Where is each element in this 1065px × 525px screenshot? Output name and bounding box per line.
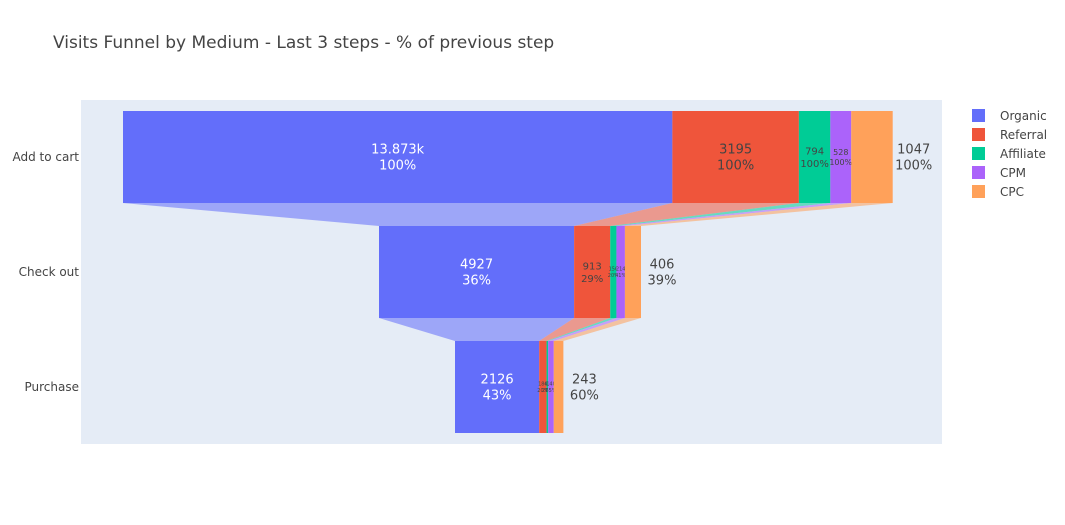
legend-label: Affiliate — [1000, 146, 1046, 161]
legend-item-cpc[interactable]: CPC — [972, 182, 1047, 201]
bar-organic-check-out[interactable] — [379, 226, 575, 318]
bar-affiliate-check-out[interactable] — [610, 226, 617, 318]
legend-label: CPM — [1000, 165, 1026, 180]
label-referral-percent-2: 20% — [537, 388, 548, 394]
label-organic-percent-1: 36% — [462, 274, 491, 289]
y-axis-label-add-to-cart: Add to cart — [13, 150, 80, 164]
legend-label: Organic — [1000, 108, 1047, 123]
legend-item-organic[interactable]: Organic — [972, 106, 1047, 125]
connector-referral-0 — [574, 203, 799, 226]
connector-organic-1 — [379, 318, 575, 341]
bar-referral-purchase[interactable] — [539, 341, 547, 433]
bar-referral-add-to-cart[interactable] — [672, 111, 799, 203]
legend-item-cpm[interactable]: CPM — [972, 163, 1047, 182]
label-organic-percent-2: 43% — [483, 389, 512, 404]
label-cpm-percent-2: 65% — [545, 388, 556, 394]
bar-organic-purchase[interactable] — [455, 341, 540, 433]
legend-label: Referral — [1000, 127, 1048, 142]
connector-affiliate-1 — [546, 318, 617, 341]
label-referral-percent-0: 100% — [717, 159, 754, 174]
label-affiliate-percent-0: 100% — [800, 159, 829, 170]
label-referral-percent-1: 29% — [581, 274, 603, 285]
label-affiliate-percent-1: 20% — [608, 273, 619, 279]
bar-cpc-purchase[interactable] — [553, 341, 564, 433]
label-referral-value-2: 186 — [538, 382, 548, 388]
legend-swatch — [972, 109, 985, 122]
bar-cpm-add-to-cart[interactable] — [830, 111, 852, 203]
bar-cpm-purchase[interactable] — [548, 341, 554, 433]
label-referral-value-1: 913 — [583, 261, 602, 272]
label-cpm-value-0: 528 — [833, 148, 848, 157]
connector-organic-0 — [123, 203, 673, 226]
legend[interactable]: Organic Referral Affiliate CPM CPC — [972, 106, 1047, 201]
connector-cpc-0 — [624, 203, 893, 226]
legend-item-referral[interactable]: Referral — [972, 125, 1047, 144]
label-cpm-value-2: 140 — [546, 382, 556, 388]
label-affiliate-value-2: 42 — [544, 382, 550, 388]
label-cpc-percent-1: 39% — [648, 274, 677, 289]
bar-referral-check-out[interactable] — [574, 226, 611, 318]
label-organic-value-0: 13.873k — [371, 142, 424, 157]
legend-swatch — [972, 185, 985, 198]
chart-title: Visits Funnel by Medium - Last 3 steps -… — [53, 33, 555, 53]
connector-referral-1 — [539, 318, 611, 341]
bar-cpc-check-out[interactable] — [624, 226, 641, 318]
label-cpc-value-1: 406 — [650, 257, 675, 272]
label-affiliate-percent-2: 27% — [542, 388, 553, 394]
bar-affiliate-add-to-cart[interactable] — [798, 111, 831, 203]
connector-cpm-1 — [548, 318, 625, 341]
label-affiliate-value-1: 156 — [609, 267, 619, 273]
label-cpm-percent-0: 100% — [829, 158, 852, 167]
bar-cpc-add-to-cart[interactable] — [851, 111, 893, 203]
connector-affiliate-0 — [610, 203, 831, 226]
label-affiliate-value-0: 794 — [805, 146, 824, 157]
label-cpm-value-1: 214 — [616, 267, 626, 273]
legend-label: CPC — [1000, 184, 1024, 199]
label-cpc-value-0: 1047 — [897, 142, 930, 157]
label-cpm-percent-1: 41% — [615, 273, 626, 279]
label-organic-percent-0: 100% — [379, 159, 416, 174]
label-cpc-percent-2: 60% — [570, 389, 599, 404]
label-cpc-percent-0: 100% — [895, 159, 932, 174]
bar-cpm-check-out[interactable] — [616, 226, 625, 318]
y-axis-label-purchase: Purchase — [25, 380, 80, 394]
bar-organic-add-to-cart[interactable] — [123, 111, 673, 203]
y-axis-label-check-out: Check out — [19, 265, 80, 279]
bar-affiliate-purchase[interactable] — [546, 341, 549, 433]
connector-cpc-1 — [553, 318, 641, 341]
legend-item-affiliate[interactable]: Affiliate — [972, 144, 1047, 163]
label-organic-value-2: 2126 — [481, 372, 514, 387]
legend-swatch — [972, 166, 985, 179]
label-cpc-value-2: 243 — [572, 372, 597, 387]
label-referral-value-0: 3195 — [719, 142, 752, 157]
legend-swatch — [972, 147, 985, 160]
label-organic-value-1: 4927 — [460, 257, 493, 272]
legend-swatch — [972, 128, 985, 141]
connector-cpm-0 — [616, 203, 852, 226]
